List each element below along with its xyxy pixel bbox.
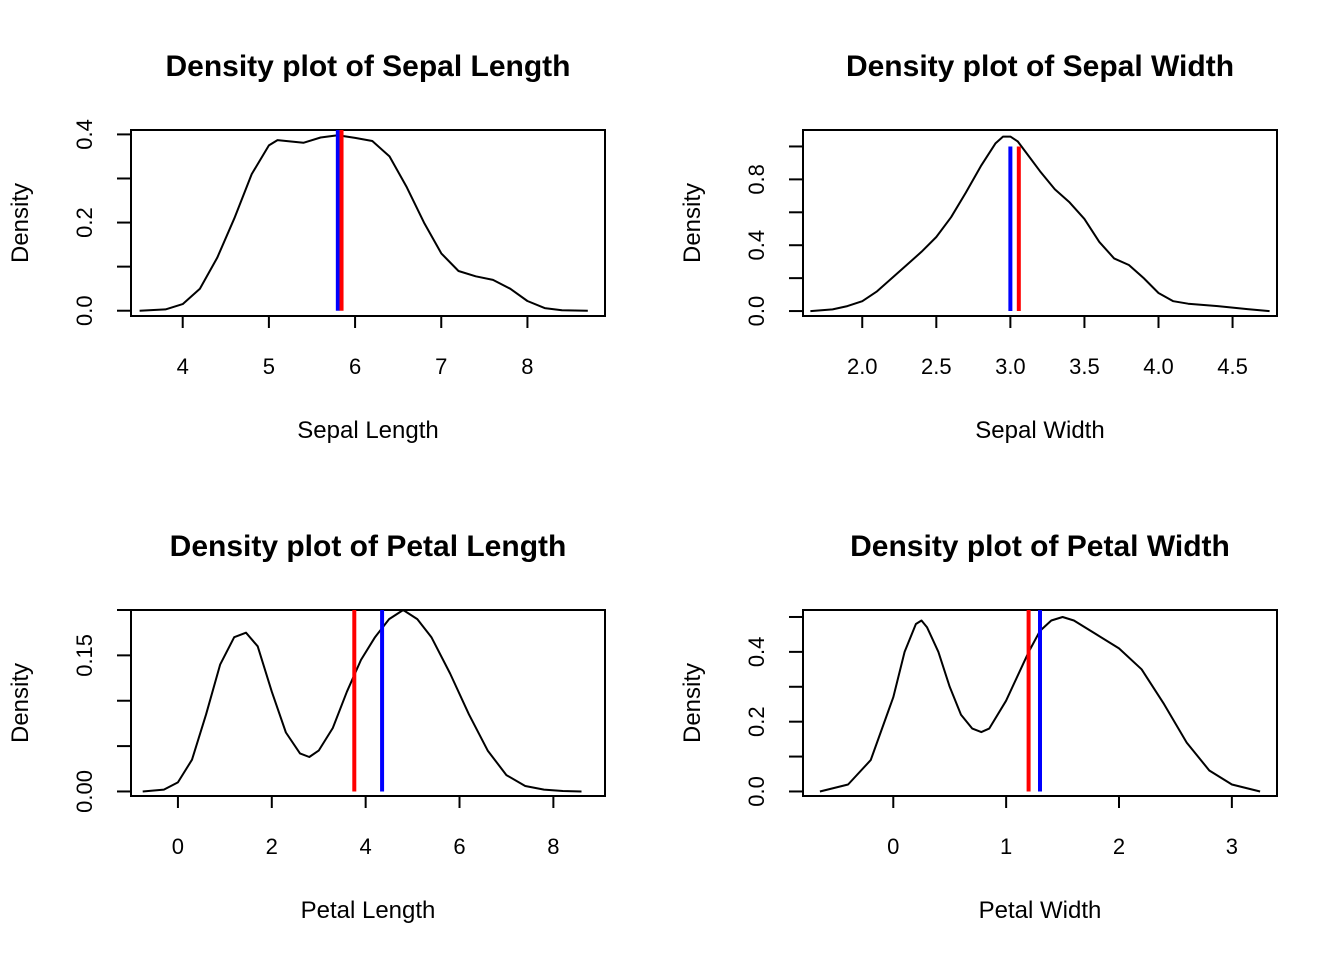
density-curve: [810, 135, 1270, 313]
x-tick-label: 1: [1000, 834, 1012, 859]
panel-petal-width: Density plot of Petal Width Petal Width …: [679, 530, 1278, 924]
plot-frame: [130, 609, 606, 797]
x-tick-label: 3: [1226, 834, 1238, 859]
x-axis-title: Sepal Width: [975, 417, 1104, 444]
y-tick-label: 0.2: [72, 207, 97, 238]
x-tick-label: 8: [521, 354, 533, 379]
x-tick-label: 2.0: [847, 354, 878, 379]
y-axis-title: Density: [679, 183, 706, 263]
x-tick-label: 4: [177, 354, 189, 379]
x-tick-label: 4.5: [1217, 354, 1248, 379]
y-tick-label: 0.00: [72, 770, 97, 813]
y-tick-label: 0.8: [744, 164, 769, 195]
y-axis-title: Density: [679, 663, 706, 743]
x-tick-label: 5: [263, 354, 275, 379]
x-tick-label: 0: [887, 834, 899, 859]
plot-frame: [802, 129, 1278, 317]
x-axis-title: Petal Width: [979, 897, 1102, 924]
y-axis-title: Density: [7, 663, 34, 743]
plot-frame: [130, 129, 606, 317]
x-tick-label: 3.5: [1069, 354, 1100, 379]
x-tick-label: 0: [172, 834, 184, 859]
y-axis-title: Density: [7, 183, 34, 263]
x-axis-title: Sepal Length: [297, 417, 438, 444]
x-tick-label: 7: [435, 354, 447, 379]
x-tick-label: 6: [453, 834, 465, 859]
panel-title: Density plot of Petal Length: [170, 530, 567, 563]
panel-title: Density plot of Sepal Length: [165, 50, 570, 83]
x-tick-label: 4: [360, 834, 372, 859]
density-curve: [139, 134, 588, 312]
x-tick-label: 8: [547, 834, 559, 859]
panel-title: Density plot of Petal Width: [850, 530, 1230, 563]
y-tick-label: 0.0: [72, 295, 97, 326]
x-tick-label: 2.5: [921, 354, 952, 379]
x-tick-label: 4.0: [1143, 354, 1174, 379]
y-tick-label: 0.2: [744, 706, 769, 737]
y-tick-label: 0.15: [72, 634, 97, 677]
panel-title: Density plot of Sepal Width: [846, 50, 1234, 83]
y-tick-label: 0.4: [744, 230, 769, 261]
x-tick-label: 6: [349, 354, 361, 379]
panel-sepal-width: Density plot of Sepal Width Sepal Width …: [679, 50, 1278, 444]
y-tick-label: 0.0: [744, 776, 769, 807]
panel-petal-length: Density plot of Petal Length Petal Lengt…: [7, 530, 606, 924]
panel-sepal-length: Density plot of Sepal Length Sepal Lengt…: [7, 50, 606, 444]
x-tick-label: 2: [266, 834, 278, 859]
y-tick-label: 0.4: [72, 119, 97, 150]
x-tick-label: 3.0: [995, 354, 1026, 379]
density-curve: [142, 609, 582, 793]
y-tick-label: 0.0: [744, 296, 769, 327]
x-tick-label: 2: [1113, 834, 1125, 859]
y-tick-label: 0.4: [744, 637, 769, 668]
x-axis-title: Petal Length: [301, 897, 436, 924]
density-curve: [819, 616, 1261, 793]
